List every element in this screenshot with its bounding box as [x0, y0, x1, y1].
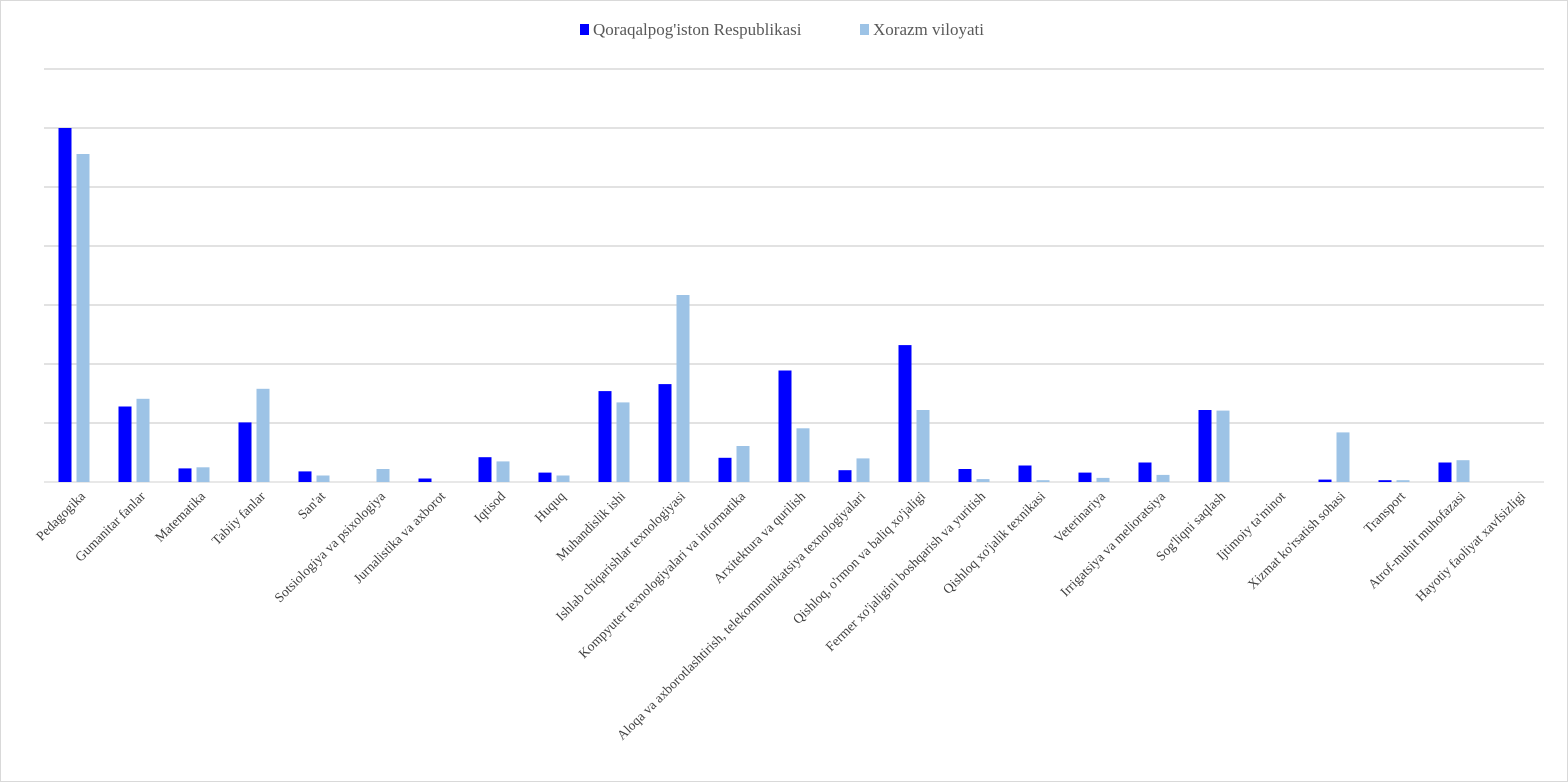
x-tick-label: Sotsiologiya va psixologiya	[271, 489, 388, 606]
bar-series-2	[916, 410, 930, 482]
bar-series-2	[736, 446, 750, 482]
bar-series-1	[838, 470, 852, 482]
x-tick-label: Irrigatsiya va melioratsiya	[1057, 489, 1168, 600]
bar-series-2	[1456, 460, 1470, 482]
bar-series-1	[298, 471, 312, 482]
bar-series-2	[1396, 480, 1410, 482]
x-tick-label: Transport	[1361, 488, 1409, 536]
bar-series-2	[316, 475, 330, 482]
x-tick-label: Huquq	[532, 488, 569, 525]
bar-series-1	[118, 406, 132, 482]
bar-series-2	[616, 402, 630, 482]
legend-label-series-2: Xorazm viloyati	[873, 20, 984, 39]
x-tick-label: Atrof-muhit muhofazasi	[1365, 488, 1468, 591]
bars	[58, 128, 1470, 483]
bar-series-1	[958, 469, 972, 482]
x-tick-label: Matematika	[152, 489, 208, 545]
bar-series-1	[1018, 465, 1032, 482]
bar-series-2	[256, 388, 270, 482]
bar-series-1	[598, 391, 612, 482]
bar-series-1	[538, 472, 552, 482]
legend-swatch-series-2	[860, 24, 869, 35]
legend-swatch-series-1	[580, 24, 589, 35]
bar-series-1	[1198, 410, 1212, 482]
bar-series-1	[898, 345, 912, 482]
bar-series-1	[478, 457, 492, 482]
x-tick-label: Iqtisod	[471, 488, 508, 525]
bar-series-2	[1096, 477, 1110, 482]
x-tick-label: Hayotiy faoliyat xavfsizligi	[1413, 488, 1529, 604]
bar-series-2	[76, 154, 90, 482]
bar-series-2	[856, 458, 870, 482]
bar-series-1	[418, 478, 432, 482]
bar-series-1	[1318, 479, 1332, 482]
bar-series-1	[778, 370, 792, 482]
x-tick-label: Tabiiy fanlar	[209, 488, 269, 548]
bar-series-1	[178, 468, 192, 482]
bar-series-1	[1078, 472, 1092, 482]
x-tick-label: San'at	[295, 488, 329, 522]
bar-series-1	[238, 422, 252, 482]
x-tick-label: Veterinariya	[1051, 489, 1108, 546]
bar-series-2	[1336, 432, 1350, 482]
bar-series-2	[196, 467, 210, 483]
bar-series-2	[496, 461, 510, 482]
bar-series-1	[658, 384, 672, 482]
bar-series-1	[58, 128, 72, 482]
gridlines	[44, 68, 1544, 483]
legend-label-series-1: Qoraqalpog'iston Respublikasi	[593, 20, 802, 39]
legend: Qoraqalpog'iston Respublikasi Xorazm vil…	[580, 20, 984, 39]
bar-series-2	[676, 295, 690, 482]
bar-series-2	[556, 475, 570, 482]
bar-series-2	[1036, 480, 1050, 482]
x-tick-label: Xizmat ko'rsatish sohasi	[1245, 488, 1349, 592]
bar-series-1	[1438, 462, 1452, 482]
x-tick-label: Pedagogika	[33, 489, 88, 544]
bar-series-2	[796, 428, 810, 482]
bar-series-2	[1156, 474, 1170, 482]
bar-series-1	[718, 457, 732, 482]
bar-series-1	[1138, 462, 1152, 482]
bar-series-2	[1216, 410, 1230, 482]
bar-series-2	[136, 398, 150, 482]
bar-series-1	[1378, 480, 1392, 482]
x-tick-label: Ishlab chiqarishlar texnologiyasi	[553, 488, 688, 623]
bar-series-2	[376, 469, 390, 482]
bar-series-2	[976, 479, 990, 482]
x-tick-label: Qishloq xo'jalik texnikasi	[940, 488, 1048, 596]
